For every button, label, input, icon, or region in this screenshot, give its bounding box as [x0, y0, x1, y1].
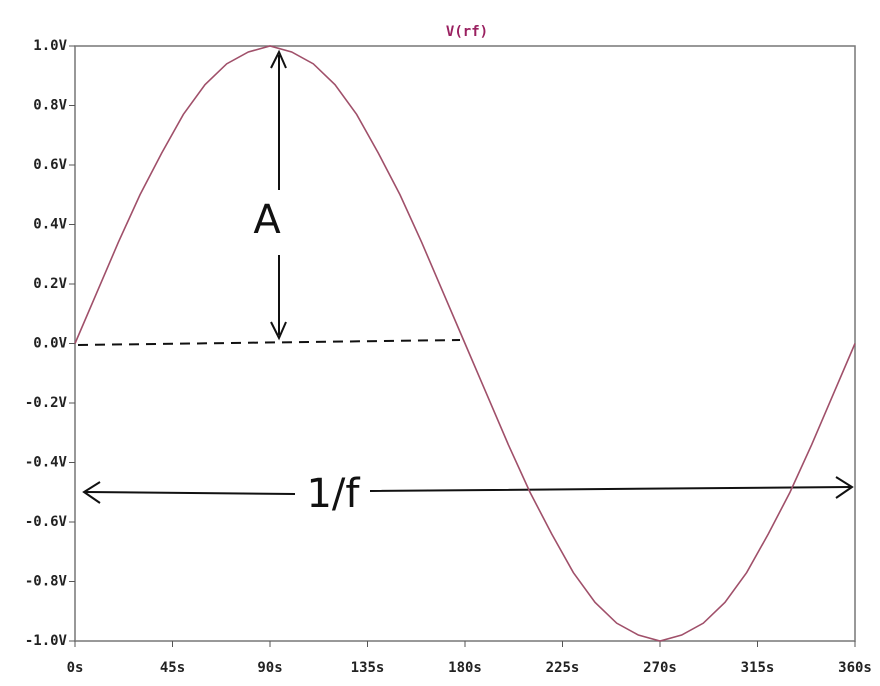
- y-tick-label: 0.0V: [33, 336, 67, 352]
- y-tick-label: 0.2V: [33, 276, 67, 292]
- y-tick-label: 0.8V: [33, 98, 67, 114]
- x-tick-label: 0s: [67, 660, 84, 676]
- x-tick-label: 180s: [448, 660, 482, 676]
- amplitude-annotation: A: [253, 197, 281, 243]
- y-tick-label: 0.6V: [33, 157, 67, 173]
- y-tick-label: -0.2V: [25, 395, 68, 411]
- x-tick-label: 135s: [351, 660, 385, 676]
- y-tick-label: -0.6V: [25, 514, 68, 530]
- series-label: V(rf): [446, 24, 488, 40]
- annotation-arrows: [77, 49, 854, 504]
- y-tick-label: -1.0V: [25, 633, 68, 649]
- series-line: [74, 45, 856, 642]
- y-tick-label: 1.0V: [33, 38, 67, 54]
- x-tick-label: 90s: [257, 660, 282, 676]
- y-tick-label: -0.8V: [25, 574, 68, 590]
- period-annotation: 1/f: [306, 471, 360, 517]
- x-tick-label: 315s: [741, 660, 775, 676]
- x-tick-label: 225s: [546, 660, 580, 676]
- x-tick-label: 45s: [160, 660, 185, 676]
- x-tick-label: 360s: [838, 660, 872, 676]
- y-tick-label: 0.4V: [33, 217, 67, 233]
- y-tick-label: -0.4V: [25, 455, 68, 471]
- x-tick-label: 270s: [643, 660, 677, 676]
